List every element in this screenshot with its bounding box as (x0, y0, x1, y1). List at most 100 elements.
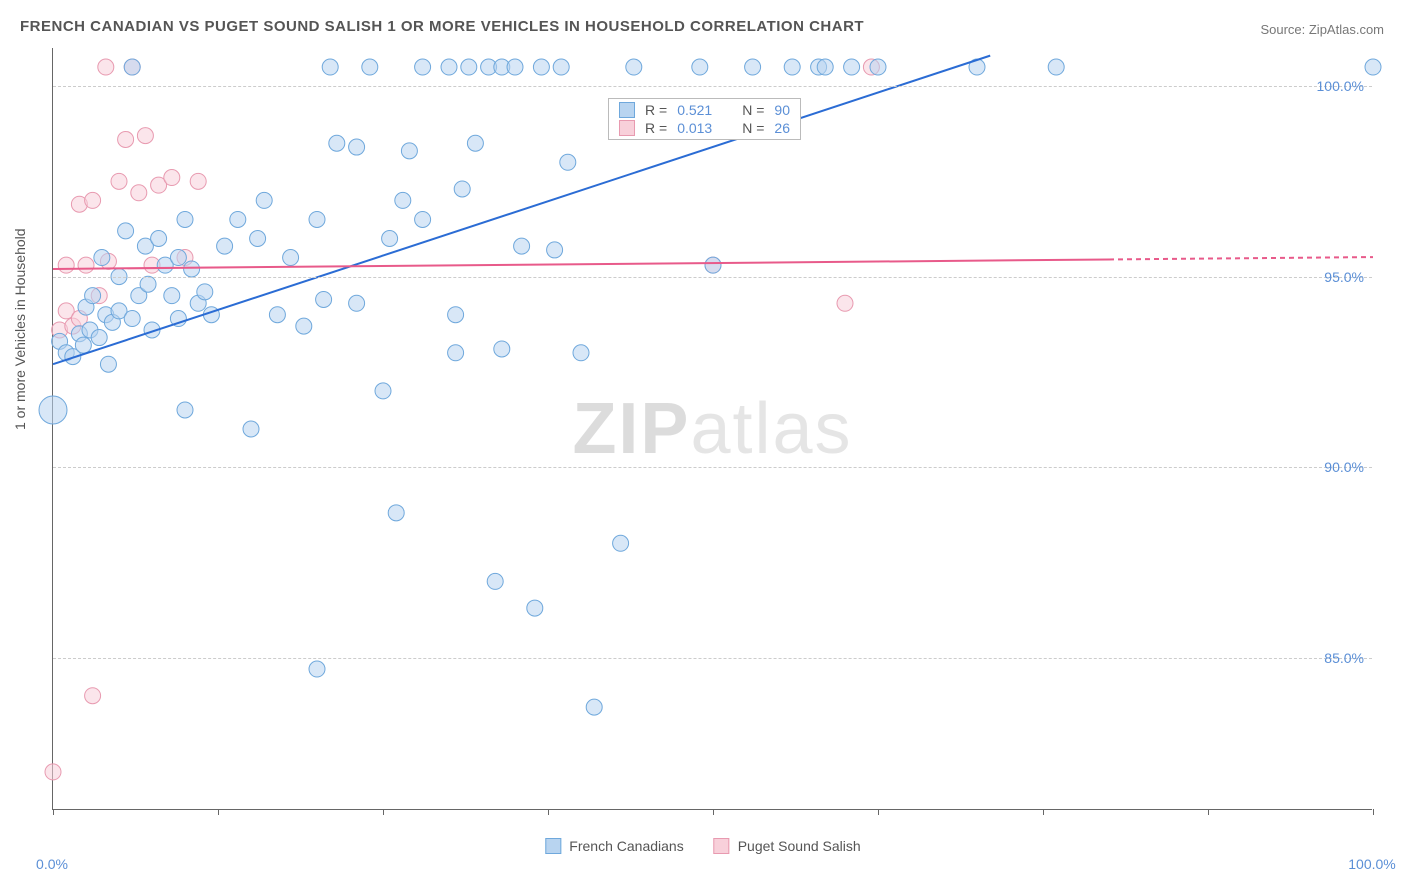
data-point (124, 59, 140, 75)
data-point (269, 307, 285, 323)
data-point (118, 223, 134, 239)
data-point (547, 242, 563, 258)
data-point (230, 211, 246, 227)
data-point (870, 59, 886, 75)
data-point (705, 257, 721, 273)
data-point (164, 170, 180, 186)
x-tick-label: 0.0% (36, 856, 68, 872)
data-point (100, 356, 116, 372)
data-point (184, 261, 200, 277)
trend-line (53, 56, 990, 365)
swatch-a-bottom (545, 838, 561, 854)
x-tick (53, 809, 54, 815)
data-point (388, 505, 404, 521)
data-point (467, 135, 483, 151)
data-point (837, 295, 853, 311)
stats-legend-row-a: R = 0.521 N = 90 (609, 101, 800, 119)
data-point (560, 154, 576, 170)
trend-line (53, 259, 1109, 269)
legend-item-b: Puget Sound Salish (714, 838, 861, 854)
gridline (53, 467, 1372, 468)
data-point (85, 192, 101, 208)
data-point (415, 211, 431, 227)
n-value-b: 26 (774, 120, 790, 136)
data-point (45, 764, 61, 780)
chart-title: FRENCH CANADIAN VS PUGET SOUND SALISH 1 … (20, 18, 864, 35)
swatch-a (619, 102, 635, 118)
x-tick (383, 809, 384, 815)
data-point (177, 402, 193, 418)
data-point (190, 173, 206, 189)
gridline (53, 86, 1372, 87)
data-point (395, 192, 411, 208)
data-point (131, 185, 147, 201)
data-point (118, 131, 134, 147)
data-point (316, 291, 332, 307)
data-point (1365, 59, 1381, 75)
n-value-a: 90 (774, 102, 790, 118)
gridline (53, 277, 1372, 278)
data-point (78, 257, 94, 273)
y-axis-label: 1 or more Vehicles in Household (12, 228, 28, 430)
gridline (53, 658, 1372, 659)
data-point (362, 59, 378, 75)
data-point (94, 250, 110, 266)
r-label-a: R = (645, 102, 667, 118)
data-point (745, 59, 761, 75)
y-tick-label: 85.0% (1324, 650, 1364, 666)
plot-area: ZIPatlas R = 0.521 N = 90 R = 0.013 N = … (52, 48, 1372, 810)
data-point (401, 143, 417, 159)
source-label: Source: ZipAtlas.com (1260, 22, 1384, 37)
data-point (164, 288, 180, 304)
x-tick-label: 100.0% (1348, 856, 1395, 872)
data-point (85, 688, 101, 704)
r-value-b: 0.013 (677, 120, 712, 136)
data-point (140, 276, 156, 292)
data-point (487, 573, 503, 589)
data-point (382, 231, 398, 247)
data-point (349, 295, 365, 311)
scatter-plot (53, 48, 1372, 809)
data-point (296, 318, 312, 334)
data-point (197, 284, 213, 300)
r-label-b: R = (645, 120, 667, 136)
y-tick-label: 100.0% (1317, 78, 1364, 94)
data-point (39, 396, 67, 424)
legend-label-b: Puget Sound Salish (738, 838, 861, 854)
data-point (349, 139, 365, 155)
x-tick (1208, 809, 1209, 815)
data-point (448, 307, 464, 323)
data-point (817, 59, 833, 75)
data-point (124, 311, 140, 327)
data-point (217, 238, 233, 254)
data-point (91, 330, 107, 346)
data-point (448, 345, 464, 361)
data-point (243, 421, 259, 437)
x-tick (878, 809, 879, 815)
data-point (507, 59, 523, 75)
data-point (137, 128, 153, 144)
legend-label-a: French Canadians (569, 838, 683, 854)
data-point (170, 250, 186, 266)
trend-line (1109, 257, 1373, 259)
data-point (256, 192, 272, 208)
data-point (58, 257, 74, 273)
data-point (461, 59, 477, 75)
data-point (494, 341, 510, 357)
x-tick (713, 809, 714, 815)
data-point (553, 59, 569, 75)
data-point (415, 59, 431, 75)
bottom-legend: French Canadians Puget Sound Salish (545, 838, 860, 854)
data-point (527, 600, 543, 616)
data-point (441, 59, 457, 75)
data-point (692, 59, 708, 75)
data-point (322, 59, 338, 75)
stats-legend-row-b: R = 0.013 N = 26 (609, 119, 800, 137)
data-point (375, 383, 391, 399)
swatch-b-bottom (714, 838, 730, 854)
y-tick-label: 95.0% (1324, 269, 1364, 285)
data-point (151, 231, 167, 247)
data-point (1048, 59, 1064, 75)
data-point (75, 337, 91, 353)
data-point (613, 535, 629, 551)
